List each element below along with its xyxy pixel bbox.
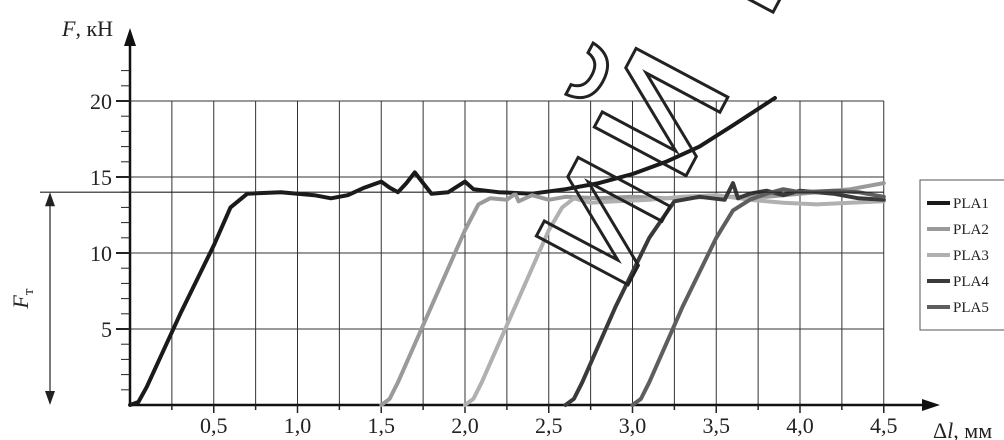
series-line-pla2 bbox=[379, 181, 886, 407]
x-axis-arrow bbox=[922, 399, 940, 411]
legend-label: PLA5 bbox=[953, 300, 989, 316]
axes bbox=[124, 28, 940, 411]
y-axis-label-unit: , кН bbox=[75, 16, 113, 41]
y-tick-label: 10 bbox=[90, 241, 112, 266]
legend-label: PLA3 bbox=[953, 248, 989, 264]
x-tick-label: 3,5 bbox=[703, 413, 731, 438]
series-line-pla5 bbox=[630, 187, 886, 407]
x-tick-label: 4,0 bbox=[786, 413, 814, 438]
x-tick-label: 1,0 bbox=[284, 413, 312, 438]
x-axis-label: Δl, мм bbox=[933, 418, 992, 440]
ft-arrow-up bbox=[45, 192, 55, 207]
ft-marker: Fт bbox=[8, 191, 884, 405]
x-tick-label: 1,5 bbox=[368, 413, 396, 438]
y-axis-label: F, кН bbox=[61, 16, 113, 41]
x-tick-label: 2,5 bbox=[535, 413, 563, 438]
x-tick-labels: 0,5 1,0 1,5 2,0 2,5 3,0 3,5 4,0 4,5 bbox=[200, 413, 898, 438]
y-axis-arrow bbox=[124, 28, 136, 46]
x-tick-label: 2,0 bbox=[451, 413, 479, 438]
ft-arrow-down bbox=[45, 391, 55, 405]
grid bbox=[130, 100, 885, 405]
y-tick-labels: 5 10 15 20 bbox=[90, 89, 112, 342]
y-minor-ticks bbox=[116, 70, 885, 413]
legend-label: PLA4 bbox=[953, 274, 989, 290]
x-tick-label: 0,5 bbox=[200, 413, 228, 438]
x-axis-label-unit: , мм bbox=[953, 418, 992, 440]
y-tick-label: 20 bbox=[90, 89, 112, 114]
x-tick-label: 3,0 bbox=[619, 413, 647, 438]
x-tick-label: 4,5 bbox=[870, 413, 898, 438]
series-line-pla3 bbox=[463, 193, 886, 407]
legend: PLA1 PLA2 PLA3 PLA4 PLA5 bbox=[919, 179, 1004, 331]
legend-label: PLA1 bbox=[953, 196, 989, 212]
y-tick-label: 5 bbox=[101, 317, 112, 342]
ft-label: Fт bbox=[8, 288, 37, 309]
series-line-pla1 bbox=[128, 96, 777, 407]
legend-label: PLA2 bbox=[953, 222, 989, 238]
y-tick-label: 15 bbox=[90, 165, 112, 190]
watermark: ий Бар bbox=[465, 0, 977, 321]
